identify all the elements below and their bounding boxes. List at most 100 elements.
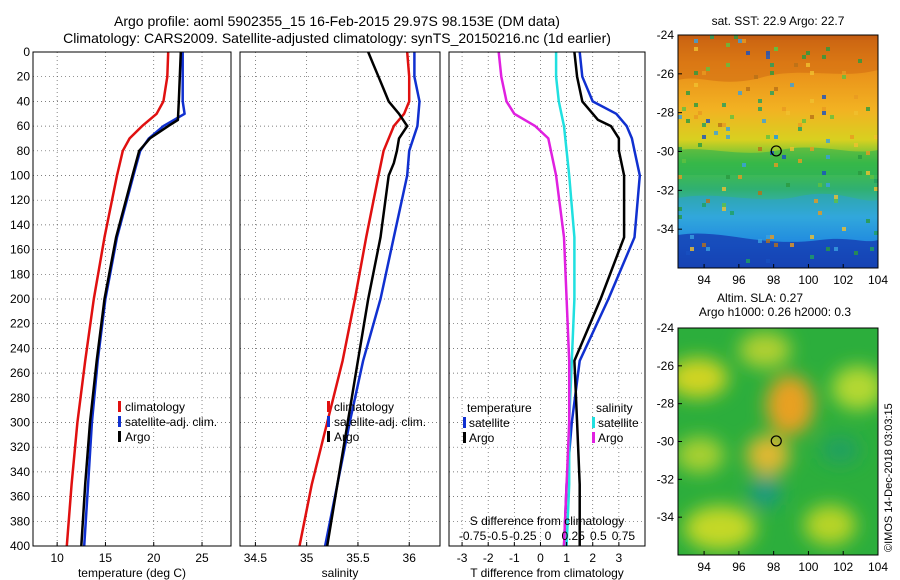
legend-swatch-t-argo	[463, 432, 466, 443]
sst-pixel	[774, 243, 778, 247]
y-tick-label: 280	[10, 391, 30, 405]
sst-pixel	[858, 59, 862, 63]
imos-watermark: ©IMOS 14-Dec-2018 03:03:15	[883, 403, 895, 552]
y-tick-label: 400	[10, 539, 30, 553]
legend-label-climatology: climatology	[334, 400, 394, 414]
temperature-panel: 10 15 20 25 temperature (deg C) 0 20 40 60 80 100 1…	[10, 45, 232, 580]
sst-pixel	[726, 127, 730, 131]
sst-pixel	[790, 147, 794, 151]
sla-high-south-west	[684, 506, 756, 550]
sst-pixel	[726, 63, 730, 67]
sst-pixel	[678, 115, 682, 119]
sst-pixel	[826, 247, 830, 251]
sst-pixel	[742, 39, 746, 43]
sst-pixel	[694, 71, 698, 75]
sst-pixel	[770, 71, 774, 75]
sst-pixel	[774, 163, 778, 167]
sst-pixel	[694, 47, 698, 51]
sst-pixel	[874, 231, 878, 235]
x-tick-label: -3	[457, 551, 468, 565]
sst-pixel	[678, 147, 682, 151]
sla-heatmap	[678, 328, 878, 555]
x-axis-label: salinity	[322, 566, 359, 580]
y-tick-label: 240	[10, 341, 30, 355]
s-tick-label: -0.25	[509, 529, 537, 543]
sst-pixel	[822, 171, 826, 175]
y-tick-label: 300	[10, 416, 30, 430]
sst-pixel	[790, 243, 794, 247]
y-tick-label: 220	[10, 317, 30, 331]
y-tick-label: 180	[10, 267, 30, 281]
salinity-panel: 34.5 35 35.5 36 salinity	[239, 51, 441, 580]
y-tick-label: 200	[10, 292, 30, 306]
y-tick-label: 160	[10, 243, 30, 257]
sst-pixel	[798, 123, 802, 127]
y-tick-label: -32	[657, 472, 675, 486]
sst-pixel	[758, 99, 762, 103]
x-tick-label: -1	[509, 551, 520, 565]
profile-line-s-argo	[497, 51, 571, 547]
x-tick-label: 35.5	[346, 551, 370, 565]
sst-pixel	[854, 95, 858, 99]
sst-pixel	[818, 183, 822, 187]
s-difference-ticks: -0.75 -0.5 -0.25 0 0.25 0.5 0.75	[459, 529, 636, 543]
sla-high-west	[678, 437, 724, 473]
y-tick-label: 120	[10, 193, 30, 207]
sla-high-north-west	[678, 358, 728, 398]
sst-pixel	[866, 171, 870, 175]
sst-pixel	[826, 215, 830, 219]
sst-pixel	[754, 75, 758, 79]
y-tick-label: 0	[23, 45, 30, 59]
sst-pixel	[822, 55, 826, 59]
y-tick-label: 100	[10, 169, 30, 183]
sst-pixel	[722, 203, 726, 207]
x-tick-label: 3	[616, 551, 623, 565]
sst-pixel	[706, 199, 710, 203]
legend-swatch-t-satellite	[463, 417, 466, 428]
sst-argo-position-marker	[770, 145, 782, 157]
sla-high-south-east	[804, 505, 856, 545]
legend-swatch-satellite	[118, 416, 121, 427]
sst-pixel	[774, 135, 778, 139]
sst-pixel	[834, 247, 838, 251]
axes-frame	[32, 51, 232, 547]
sst-pixel	[826, 139, 830, 143]
sst-pixel	[802, 119, 806, 123]
y-tick-label: -28	[657, 397, 675, 411]
y-tick-label: -26	[657, 67, 675, 81]
sst-pixel	[798, 127, 802, 131]
y-tick-label: 340	[10, 465, 30, 479]
sst-pixel	[770, 91, 774, 95]
x-tick-label: 96	[732, 273, 746, 287]
x-tick-label: 15	[99, 551, 113, 565]
sst-pixel	[766, 55, 770, 59]
sst-pixel	[830, 115, 834, 119]
legend-swatch-climatology	[118, 401, 121, 412]
x-tick-label: 104	[868, 560, 888, 574]
y-tick-label: -26	[657, 359, 675, 373]
sst-pixel	[854, 251, 858, 255]
sst-pixel	[774, 47, 778, 51]
x-tick-label: 20	[147, 551, 161, 565]
y-tick-label: -24	[657, 28, 675, 42]
sst-pixel	[722, 187, 726, 191]
s-difference-label: S difference from climatology	[470, 514, 625, 528]
sst-pixel	[746, 51, 750, 55]
legend-swatch-satellite	[327, 416, 330, 427]
sst-pixel	[814, 199, 818, 203]
x-tick-label: 102	[833, 273, 853, 287]
sst-pixel	[766, 239, 770, 243]
sst-pixel	[766, 51, 770, 55]
x-tick-label: 2	[589, 551, 596, 565]
sst-pixel	[730, 115, 734, 119]
sst-pixel	[762, 119, 766, 123]
sst-pixel	[774, 87, 778, 91]
temperature-legend: climatology satellite-adj. clim. Argo	[118, 400, 217, 444]
legend-label-satellite: satellite-adj. clim.	[125, 415, 217, 429]
sst-pixel	[738, 39, 742, 43]
x-tick-label: 94	[697, 273, 711, 287]
sst-pixel	[866, 107, 870, 111]
sst-pixel	[694, 39, 698, 43]
sst-pixel	[726, 135, 730, 139]
